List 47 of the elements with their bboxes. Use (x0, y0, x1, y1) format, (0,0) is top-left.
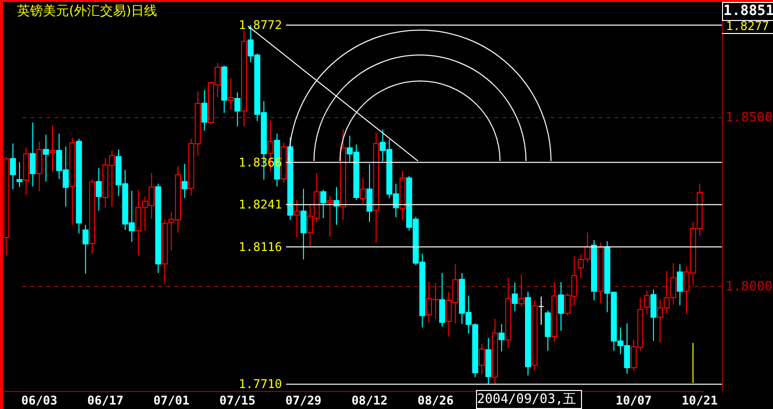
x-tick-label: 08/26 (417, 394, 454, 408)
candlestick (228, 78, 234, 110)
candlestick (676, 264, 683, 306)
candlestick (10, 142, 16, 190)
x-tick-label: 10/21 (682, 394, 718, 408)
y-tick-label: 1.8000 (726, 280, 772, 295)
candlestick (16, 162, 23, 188)
candlestick (320, 189, 326, 219)
x-tick-label: 07/15 (219, 394, 256, 408)
candlestick (512, 282, 518, 312)
text: 1.8277 (722, 19, 773, 34)
candlestick (30, 122, 36, 187)
candlestick (294, 199, 300, 238)
candlestick (234, 92, 240, 128)
chart-title: 英镑美元(外汇交易)日线 (17, 3, 158, 19)
x-tick-label: 10/07 (616, 394, 652, 408)
x-tick-label: 07/01 (153, 394, 190, 408)
x-tick-label: 07/29 (285, 394, 322, 408)
candlestick (182, 163, 188, 198)
candlestick (42, 134, 49, 182)
x-tick-label: 08/12 (351, 394, 388, 408)
y-tick-label: 1.8500 (726, 110, 772, 126)
candlestick (366, 163, 373, 222)
candlestick (644, 290, 650, 316)
candlestick (360, 177, 366, 204)
x-tick-label: 06/17 (87, 394, 124, 408)
text: 2004/09/03,五 (476, 390, 582, 409)
ref-line-label: 1.8241 (238, 198, 282, 212)
candlestick (439, 272, 446, 328)
candlestick (538, 296, 544, 326)
x-tick-label: 06/03 (21, 394, 58, 408)
candlestick (558, 282, 564, 332)
candlestick (478, 343, 485, 375)
candlestick (518, 274, 524, 307)
candlestick (544, 310, 551, 352)
ref-line-label: 1.8116 (238, 240, 282, 254)
candlestick (50, 125, 56, 172)
candlestick (326, 195, 333, 238)
ref-line-label: 1.7710 (238, 377, 282, 392)
candlestick (300, 188, 306, 260)
candlestick (96, 167, 102, 212)
text: 1.8851 (722, 2, 773, 21)
candlestick (82, 224, 89, 274)
candlestick (650, 289, 656, 342)
candlestick (498, 324, 505, 352)
candlestick (201, 90, 208, 132)
ref-line-label: 1.8772 (238, 18, 282, 32)
